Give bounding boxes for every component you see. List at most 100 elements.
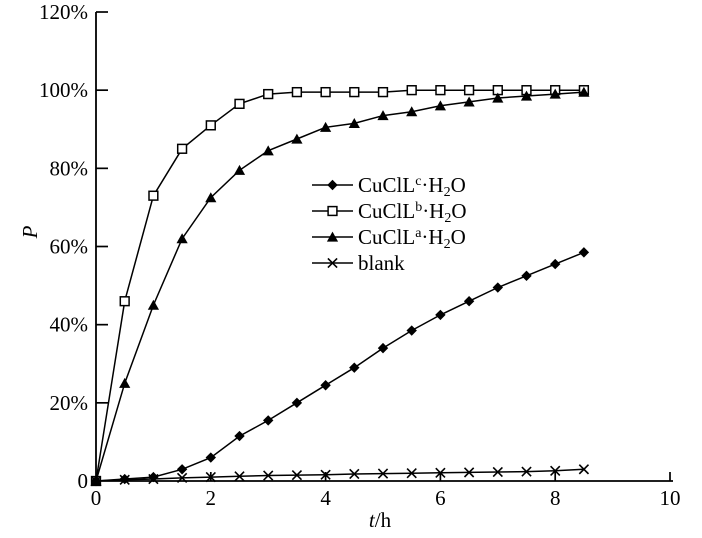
data-point-marker: [377, 342, 389, 354]
data-point-marker: [148, 190, 159, 201]
legend-label: CuClLb·H2O: [358, 199, 467, 226]
y-tick-label: 0: [78, 469, 89, 493]
x-tick-label: 10: [660, 486, 681, 510]
data-point-marker: [377, 110, 389, 121]
y-tick-label: 80%: [50, 156, 89, 180]
series-4-x-cross: [90, 464, 590, 487]
data-point-marker: [549, 88, 561, 99]
data-point-marker: [406, 85, 417, 96]
y-tick-label: 120%: [39, 0, 88, 24]
data-point-marker: [520, 90, 533, 101]
x-axis-title-symbol: t: [368, 508, 375, 532]
legend-label: CuClLa·H2O: [358, 225, 466, 252]
data-point-marker: [148, 473, 159, 485]
data-point-marker: [205, 471, 216, 483]
series-line: [95, 91, 584, 482]
data-point-marker: [262, 145, 274, 156]
data-point-marker: [234, 471, 245, 482]
data-point-marker: [291, 469, 303, 481]
data-point-marker: [521, 270, 532, 282]
data-point-marker: [291, 397, 303, 409]
data-point-marker: [377, 468, 389, 479]
data-point-marker: [291, 86, 303, 98]
legend-marker-diamond-filled: [327, 179, 338, 191]
data-point-marker: [434, 100, 446, 111]
data-point-marker: [176, 143, 188, 154]
data-point-marker: [291, 133, 303, 144]
legend-item-3: CuClLa·H2O: [312, 225, 466, 252]
data-point-marker: [320, 121, 332, 132]
legend-label: CuClLc·H2O: [358, 173, 466, 200]
data-point-marker: [176, 464, 188, 475]
data-point-marker: [578, 86, 590, 97]
legend-item-1: CuClLc·H2O: [312, 173, 466, 200]
y-tick-label: 20%: [50, 391, 89, 415]
data-point-marker: [234, 98, 245, 109]
data-point-marker: [463, 96, 475, 107]
data-point-marker: [406, 325, 417, 336]
data-point-marker: [435, 85, 446, 96]
data-point-marker: [233, 164, 246, 175]
data-point-marker: [492, 92, 504, 103]
data-point-marker: [147, 299, 159, 310]
legend-label: blank: [358, 251, 405, 275]
data-point-marker: [119, 474, 130, 485]
data-point-marker: [492, 282, 503, 293]
series-1-square-open: [90, 85, 590, 487]
series-3-diamond-filled: [90, 247, 590, 487]
data-point-marker: [320, 86, 331, 98]
x-axis-title: t/h: [338, 508, 422, 533]
legend-marker-triangle-filled: [326, 231, 339, 242]
data-point-marker: [176, 472, 188, 484]
data-point-marker: [463, 296, 475, 307]
data-point-marker: [463, 85, 475, 96]
data-point-marker: [521, 466, 532, 477]
data-point-marker: [119, 296, 130, 307]
y-tick-label: 100%: [39, 78, 88, 102]
data-point-marker: [263, 88, 274, 100]
data-point-marker: [349, 86, 360, 98]
data-point-marker: [406, 468, 417, 479]
data-point-marker: [205, 120, 216, 131]
data-point-marker: [234, 430, 245, 442]
data-point-marker: [348, 117, 360, 128]
data-point-marker: [435, 467, 446, 478]
x-axis-title-unit: /h: [374, 508, 392, 532]
data-point-marker: [578, 247, 590, 258]
y-tick-label: 60%: [50, 235, 89, 259]
data-point-marker: [320, 380, 331, 391]
series-line: [95, 251, 585, 482]
series-2-triangle-filled: [90, 86, 590, 486]
data-point-marker: [550, 258, 561, 270]
series-line: [95, 89, 584, 482]
x-tick-label: 8: [550, 486, 561, 510]
data-point-marker: [349, 468, 360, 480]
data-point-marker: [578, 464, 590, 475]
data-point-marker: [90, 475, 102, 487]
data-point-marker: [492, 466, 503, 478]
series-line: [95, 468, 584, 482]
data-point-marker: [463, 467, 475, 478]
y-tick-label: 40%: [50, 313, 89, 337]
legend-item-4: blank: [312, 251, 405, 275]
data-point-marker: [205, 192, 217, 203]
x-tick-label: 6: [435, 486, 446, 510]
data-point-marker: [435, 309, 446, 321]
data-point-marker: [119, 377, 131, 388]
data-point-marker: [263, 415, 274, 426]
data-point-marker: [550, 465, 561, 477]
y-axis-title: P: [17, 225, 42, 239]
data-point-marker: [406, 106, 418, 117]
data-point-marker: [377, 86, 389, 98]
x-tick-label: 2: [206, 486, 217, 510]
legend-marker-x-cross: [327, 257, 338, 269]
data-point-marker: [176, 233, 188, 244]
plot-axes: 0 20% 40% 60% 80% 100% 120% 0 2 4 6 8 10: [39, 0, 681, 510]
data-point-marker: [349, 362, 360, 373]
legend-item-2: CuClLb·H2O: [312, 199, 467, 226]
data-point-marker: [263, 470, 274, 481]
data-point-marker: [205, 452, 216, 463]
